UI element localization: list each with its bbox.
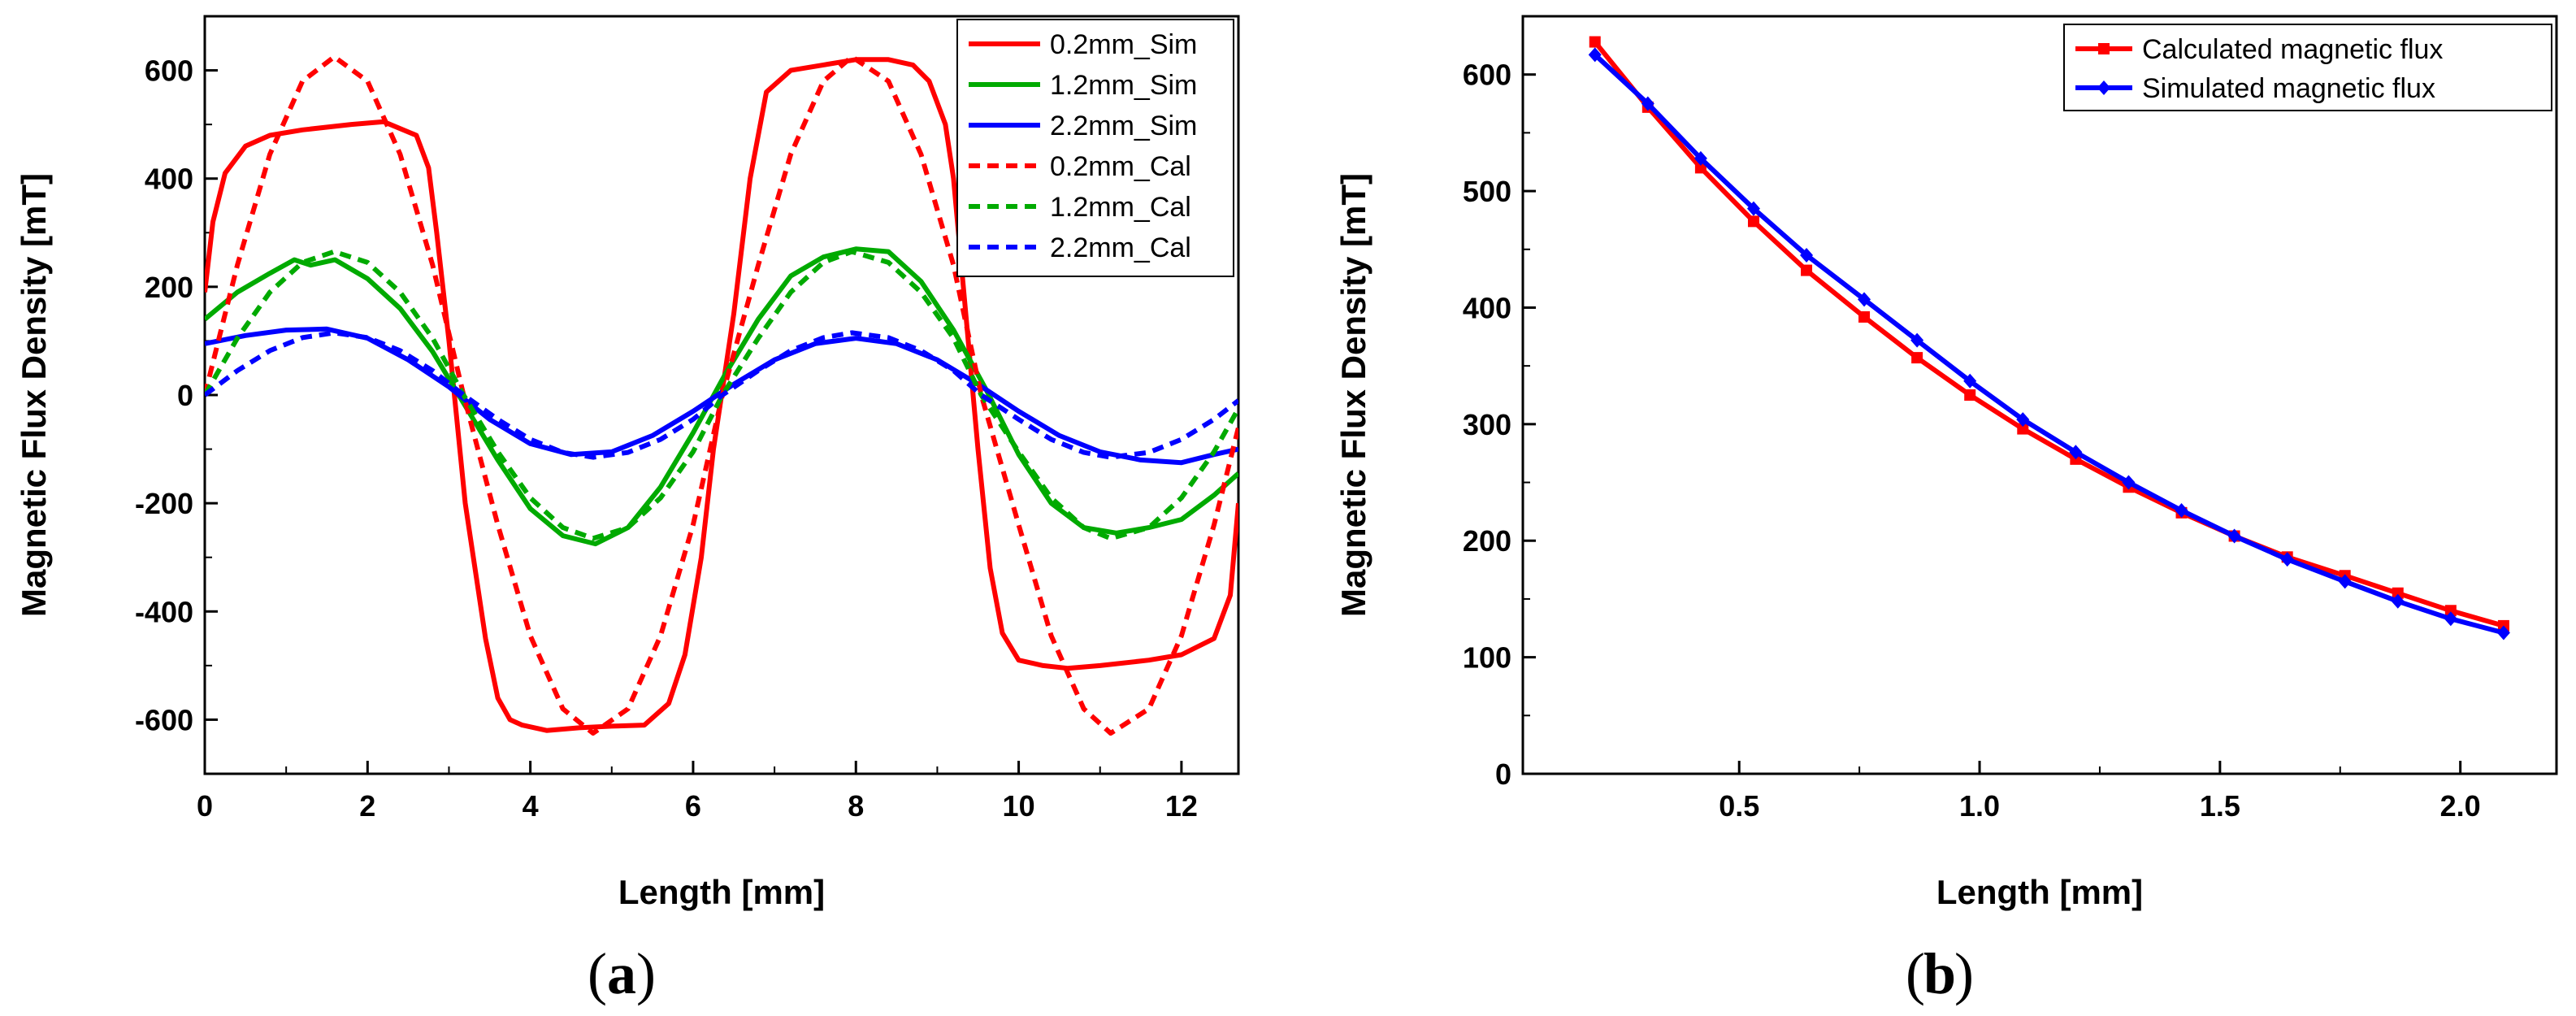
chart-a-legend-box	[956, 19, 1234, 277]
chart-a-y-tick-label: -400	[135, 595, 193, 628]
chart-a-x-tick-label: 8	[848, 789, 864, 823]
chart-b-axes: 0.5 1.0 1.5 2.0 0 100 200 300 400 500 600	[1463, 59, 2481, 823]
chart-a-y-tick-label: -200	[135, 487, 193, 520]
chart-a-legend-label: 0.2mm_Sim	[1050, 29, 1197, 60]
chart-a-y-tick-label: 0	[177, 379, 193, 412]
chart-b-legend-label: Calculated magnetic flux	[2142, 34, 2443, 65]
chart-b-point-square	[1589, 36, 1601, 48]
chart-b-y-tick-label: 100	[1463, 641, 1511, 675]
chart-a-series-line-5	[205, 330, 1238, 460]
chart-a-x-tick-label: 0	[197, 789, 213, 823]
chart-a-series	[205, 54, 1238, 736]
panel-b-label: b	[1923, 941, 1956, 1006]
chart-b-plot-frame	[1521, 15, 2558, 775]
chart-b-point-diamond	[2016, 412, 2030, 428]
chart-b-y-tick-label: 400	[1463, 291, 1511, 324]
chart-b-point-square	[2017, 423, 2029, 435]
chart-a-x-tick-label: 12	[1165, 789, 1198, 823]
chart-a-x-tick-label: 6	[685, 789, 701, 823]
chart-b-point-diamond	[1641, 96, 1654, 111]
chart-b-point-square	[1858, 310, 1871, 323]
chart-a-x-tick-label: 10	[1003, 789, 1035, 823]
chart-b-series-line-0	[1593, 40, 2504, 628]
chart-a-legend-label: 0.2mm_Cal	[1050, 151, 1191, 182]
chart-a-y-tick-label: 400	[145, 163, 193, 196]
chart-b-series-line-1	[1593, 53, 2504, 636]
chart-b-legend-marker	[2097, 80, 2110, 95]
chart-b-y-tick-label: 600	[1463, 59, 1511, 92]
chart-b-point-diamond	[2444, 611, 2457, 627]
chart-b-plot-area	[1588, 36, 2510, 640]
chart-b-legend: Calculated magnetic flux Simulated magnet…	[2063, 24, 2552, 111]
chart-b-y-tick-label: 500	[1463, 175, 1511, 208]
chart-b-y-tick-label: 0	[1495, 758, 1511, 791]
chart-b-point-diamond	[1858, 292, 1871, 307]
chart-b-legend-marker	[2098, 43, 2110, 54]
chart-a-legend-label: 1.2mm_Cal	[1050, 192, 1191, 223]
chart-b-point-square	[1801, 264, 1813, 276]
chart-b-legend-box	[2063, 24, 2552, 111]
chart-a-x-tick-label: 4	[523, 789, 539, 823]
chart-a-y-tick-label: 600	[145, 54, 193, 88]
chart-b-point-diamond	[2069, 445, 2083, 460]
chart-a-axes: 0 2 4 6 8 10 12 -600 -400 -200 0 200 400 600	[135, 54, 1198, 823]
chart-b-point-diamond	[2496, 625, 2510, 640]
chart-a-legend-label: 2.2mm_Sim	[1050, 111, 1197, 141]
chart-b-point-diamond	[2122, 475, 2136, 490]
chart-b-point-diamond	[2338, 574, 2352, 589]
chart-a-y-tick-label: 200	[145, 271, 193, 304]
chart-b-x-tick-label: 0.5	[1719, 789, 1759, 823]
chart-b-point-square	[1964, 389, 1976, 401]
chart-b-x-tick-label: 1.5	[2200, 789, 2240, 823]
chart-b-point-diamond	[2175, 502, 2188, 518]
chart-b-x-tick-label: 2.0	[2440, 789, 2481, 823]
chart-panel-b: 0.5 1.0 1.5 2.0 0 100 200 300 400 500 600 Length […	[1334, 15, 2558, 1006]
chart-b-point-diamond	[1588, 47, 1602, 63]
chart-b-point-square	[2444, 605, 2457, 617]
panel-b-paren-close: )	[1954, 941, 1974, 1006]
chart-b-point-diamond	[1963, 373, 1977, 389]
chart-a-x-axis-title: Length [mm]	[618, 873, 825, 911]
chart-b-point-square	[2392, 587, 2404, 599]
panel-b-paren-open: (	[1906, 941, 1925, 1006]
chart-b-y-axis-title: Magnetic Flux Density [mT]	[1334, 173, 1373, 617]
chart-b-point-square	[1911, 352, 1923, 364]
chart-a-y-tick-label: -600	[135, 703, 193, 736]
chart-b-point-diamond	[1910, 332, 1924, 348]
chart-a-plot-area	[205, 54, 1238, 736]
chart-b-legend-label: Simulated magnetic flux	[2142, 73, 2435, 104]
chart-b-point-diamond	[2280, 552, 2294, 567]
chart-b-point-square	[1694, 162, 1706, 174]
chart-a-series-line-4	[205, 249, 1238, 541]
panel-a-paren-open: (	[588, 941, 607, 1006]
chart-panel-a: 0 2 4 6 8 10 12 -600 -400 -200 0 200 400 600 Length […	[15, 15, 1240, 1006]
chart-a-legend-label: 1.2mm_Sim	[1050, 70, 1197, 101]
chart-a-series-line-0	[205, 57, 1238, 733]
chart-b-point-diamond	[1746, 201, 1760, 216]
chart-a-x-tick-label: 2	[359, 789, 375, 823]
chart-b-series	[1588, 36, 2510, 640]
chart-b-y-tick-label: 200	[1463, 524, 1511, 558]
panel-a-paren-close: )	[636, 941, 656, 1006]
chart-b-point-diamond	[2227, 528, 2241, 544]
chart-b-y-tick-label: 300	[1463, 408, 1511, 441]
chart-a-legend-label: 2.2mm_Cal	[1050, 232, 1191, 263]
chart-a-legend: 0.2mm_Sim 1.2mm_Sim 2.2mm_Sim 0.2mm_Cal 1.2m…	[956, 19, 1234, 277]
chart-b-point-diamond	[1800, 247, 1814, 263]
chart-b-point-square	[1747, 215, 1759, 228]
panel-a-label: a	[607, 941, 636, 1006]
chart-b-point-diamond	[1693, 150, 1707, 166]
chart-b-x-axis-title: Length [mm]	[1936, 873, 2143, 911]
chart-b-point-diamond	[2391, 593, 2405, 609]
chart-a-y-axis-title: Magnetic Flux Density [mT]	[15, 173, 53, 617]
chart-b-x-tick-label: 1.0	[1959, 789, 2000, 823]
